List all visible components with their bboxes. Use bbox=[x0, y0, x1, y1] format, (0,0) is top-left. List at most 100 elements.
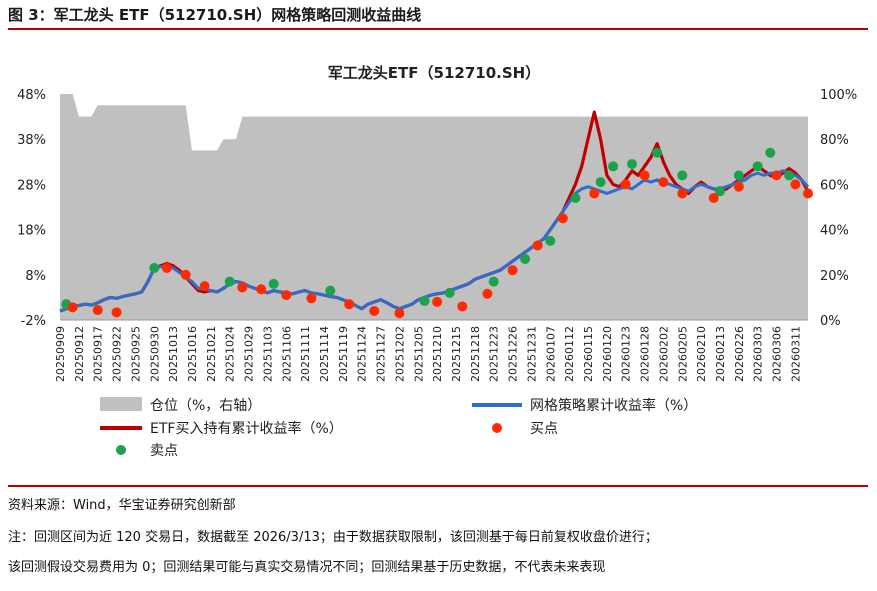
legend-buy-label: 买点 bbox=[530, 421, 558, 437]
buy-point bbox=[344, 299, 355, 310]
buy-point bbox=[482, 288, 493, 299]
chart-title: 军工龙头ETF（512710.SH） bbox=[328, 64, 540, 82]
x-tick-label: 20250909 bbox=[54, 326, 67, 382]
buy-point bbox=[457, 301, 468, 312]
x-tick-label: 20251127 bbox=[375, 326, 388, 382]
sell-point bbox=[268, 278, 279, 289]
legend-position-swatch bbox=[100, 397, 142, 411]
buy-point bbox=[639, 170, 650, 181]
buy-point bbox=[394, 308, 405, 319]
buy-point bbox=[256, 284, 267, 295]
x-tick-label: 20251226 bbox=[507, 326, 520, 382]
x-tick-label: 20250930 bbox=[148, 326, 161, 382]
buy-point bbox=[507, 265, 518, 276]
sell-point bbox=[608, 161, 619, 172]
legend-sell-label: 卖点 bbox=[150, 443, 178, 459]
x-tick-label: 20260123 bbox=[620, 326, 633, 382]
x-tick-label: 20251029 bbox=[243, 326, 256, 382]
x-tick-label: 20260213 bbox=[714, 326, 727, 382]
sell-point bbox=[444, 287, 455, 298]
buy-point bbox=[161, 263, 172, 274]
source-text: 资料来源：Wind，华宝证券研究创新部 bbox=[8, 498, 236, 513]
x-tick-label: 20251016 bbox=[186, 326, 199, 382]
buy-point bbox=[708, 192, 719, 203]
buy-point bbox=[237, 282, 248, 293]
sell-point bbox=[325, 285, 336, 296]
sell-point bbox=[733, 170, 744, 181]
x-tick-label: 20260202 bbox=[657, 326, 670, 382]
sell-point bbox=[419, 296, 430, 307]
x-tick-label: 20250917 bbox=[92, 326, 105, 382]
buy-point bbox=[67, 302, 78, 313]
left-tick-label: 48% bbox=[17, 88, 46, 103]
right-tick-label: 20% bbox=[820, 269, 849, 284]
left-tick-label: 38% bbox=[17, 133, 46, 148]
x-tick-label: 20251205 bbox=[412, 326, 425, 382]
x-tick-label: 20260311 bbox=[789, 326, 802, 382]
buy-point bbox=[589, 188, 600, 199]
legend-buy-swatch bbox=[492, 423, 502, 433]
x-tick-label: 20260112 bbox=[563, 326, 576, 382]
left-tick-label: -2% bbox=[21, 314, 46, 329]
x-tick-label: 20260120 bbox=[601, 326, 614, 382]
left-tick-label: 18% bbox=[17, 224, 46, 239]
x-tick-label: 20251106 bbox=[280, 326, 293, 382]
buy-point bbox=[620, 179, 631, 190]
position-area bbox=[60, 94, 808, 320]
right-tick-label: 40% bbox=[820, 224, 849, 239]
buy-point bbox=[306, 293, 317, 304]
x-tick-label: 20251124 bbox=[356, 326, 369, 382]
legend-etf-label: ETF买入持有累计收益率（%） bbox=[150, 420, 343, 437]
sell-point bbox=[677, 170, 688, 181]
buy-point bbox=[199, 281, 210, 292]
right-tick-label: 80% bbox=[820, 133, 849, 148]
legend-position-label: 仓位（%，右轴） bbox=[150, 398, 261, 414]
x-tick-label: 20251231 bbox=[525, 326, 538, 382]
x-tick-label: 20251013 bbox=[167, 326, 180, 382]
buy-point bbox=[803, 188, 813, 199]
right-tick-label: 100% bbox=[820, 88, 857, 103]
sell-point bbox=[224, 276, 235, 287]
buy-point bbox=[658, 177, 669, 188]
legend-sell-swatch bbox=[116, 445, 126, 455]
left-tick-label: 28% bbox=[17, 178, 46, 193]
buy-point bbox=[180, 269, 191, 280]
x-tick-label: 20260107 bbox=[544, 326, 557, 382]
note-line-2: 该回测假设交易费用为 0；回测结果可能与真实交易情况不同；回测结果基于历史数据，… bbox=[8, 560, 606, 575]
buy-point bbox=[532, 240, 543, 251]
x-tick-label: 20251202 bbox=[393, 326, 406, 382]
sell-point bbox=[488, 276, 499, 287]
x-tick-label: 20260128 bbox=[639, 326, 652, 382]
x-tick-label: 20251210 bbox=[431, 326, 444, 382]
sell-point bbox=[545, 235, 556, 246]
sell-point bbox=[715, 186, 725, 197]
left-tick-label: 8% bbox=[25, 269, 46, 284]
buy-point bbox=[557, 213, 568, 224]
buy-point bbox=[281, 290, 292, 301]
x-tick-label: 20251215 bbox=[450, 326, 463, 382]
right-tick-label: 60% bbox=[820, 178, 849, 193]
sell-point bbox=[595, 177, 606, 188]
chart: 军工龙头ETF（512710.SH） -2% 8% 18% 28% 38% 48% 0% 20%… bbox=[17, 64, 857, 459]
source-rule bbox=[8, 485, 868, 487]
x-tick-label: 20260303 bbox=[752, 326, 765, 382]
sell-point bbox=[652, 147, 663, 158]
x-tick-label: 20251111 bbox=[299, 326, 312, 382]
buy-point bbox=[432, 296, 443, 307]
note-line-1: 注：回测区间为近 120 交易日，数据截至 2026/3/13；由于数据获取限制… bbox=[8, 530, 658, 545]
right-tick-label: 0% bbox=[820, 314, 841, 329]
x-tick-label: 20251223 bbox=[488, 326, 501, 382]
x-tick-label: 20260210 bbox=[695, 326, 708, 382]
sell-point bbox=[627, 159, 637, 170]
buy-point bbox=[369, 305, 380, 316]
x-tick-label: 20260226 bbox=[733, 326, 746, 382]
x-tick-label: 20251103 bbox=[261, 326, 274, 382]
x-tick-label: 20251021 bbox=[205, 326, 218, 382]
x-tick-label: 20250925 bbox=[129, 326, 142, 382]
buy-point bbox=[111, 307, 122, 318]
figure-title: 图 3：军工龙头 ETF（512710.SH）网格策略回测收益曲线 bbox=[8, 6, 422, 24]
sell-point bbox=[765, 147, 776, 158]
legend-grid-label: 网格策略累计收益率（%） bbox=[530, 397, 697, 414]
buy-point bbox=[771, 170, 782, 181]
x-tick-label: 20251119 bbox=[337, 326, 350, 382]
